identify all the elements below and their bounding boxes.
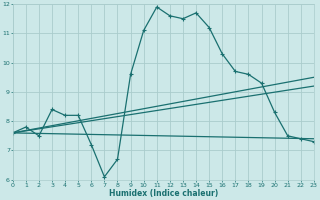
X-axis label: Humidex (Indice chaleur): Humidex (Indice chaleur) <box>109 189 218 198</box>
